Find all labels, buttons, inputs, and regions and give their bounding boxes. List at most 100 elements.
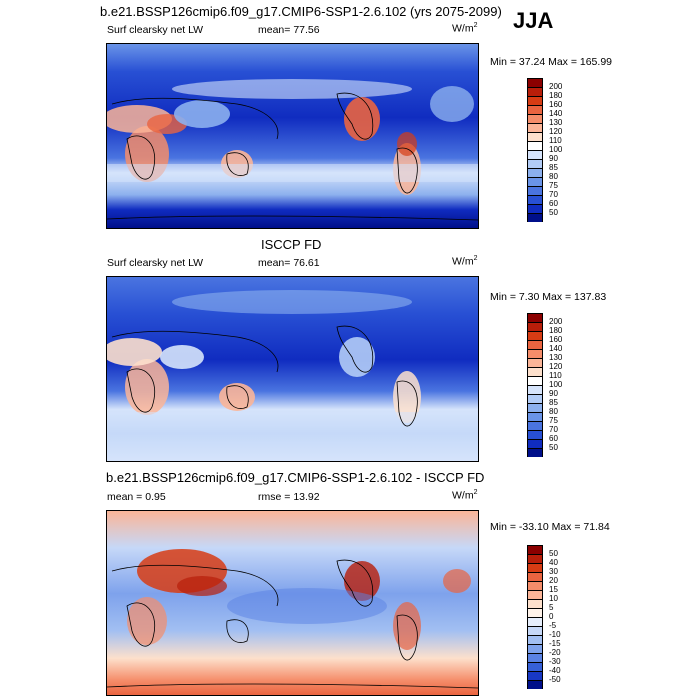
colorbar-tick-label: 100	[549, 145, 563, 154]
colorbar-swatch	[527, 626, 543, 635]
colorbar-swatch	[527, 123, 543, 132]
panel-1-stat-label: mean=	[258, 24, 291, 36]
colorbar-tick-label: 0	[549, 612, 554, 621]
colorbar-swatch	[527, 367, 543, 376]
colorbar-swatch	[527, 680, 543, 689]
colorbar-tick-label: 20	[549, 576, 558, 585]
panel-3-stat-label: rmse =	[258, 491, 291, 503]
colorbar-tick-label: -15	[549, 639, 561, 648]
colorbar-swatch	[527, 617, 543, 626]
panel-3-units-base: W/m	[452, 489, 474, 502]
panel-2-units: W/m2	[452, 255, 477, 268]
colorbar-tick-label: 140	[549, 344, 563, 353]
panel-2-colorbar: 200 180 160 140 130 120 110 100 90 85 80 75 70 60 50	[527, 313, 562, 457]
colorbar-swatch	[527, 150, 543, 159]
colorbar-tick-label: 180	[549, 91, 563, 100]
colorbar-swatch	[527, 159, 543, 168]
colorbar-tick-label: 180	[549, 326, 563, 335]
colorbar-swatch	[527, 403, 543, 412]
colorbar-swatch	[527, 421, 543, 430]
panel-2-title: ISCCP FD	[261, 237, 322, 252]
colorbar-tick-label: 85	[549, 398, 558, 407]
panel-1-map	[106, 43, 479, 229]
colorbar-swatch	[527, 204, 543, 213]
colorbar-tick-label: 140	[549, 109, 563, 118]
colorbar-tick-label: 10	[549, 594, 558, 603]
colorbar-tick-label: 75	[549, 181, 558, 190]
colorbar-swatch	[527, 662, 543, 671]
colorbar-swatch	[527, 412, 543, 421]
colorbar-tick-label: 160	[549, 335, 563, 344]
colorbar-tick-label: 100	[549, 380, 563, 389]
colorbar-tick-label: 110	[549, 371, 562, 380]
colorbar-swatch	[527, 358, 543, 367]
colorbar-tick-label: 130	[549, 353, 563, 362]
colorbar-swatch	[527, 331, 543, 340]
colorbar-tick-label: 110	[549, 136, 562, 145]
colorbar-tick-label: 80	[549, 407, 558, 416]
colorbar-swatch	[527, 581, 543, 590]
colorbar-tick-label: -20	[549, 648, 561, 657]
colorbar-swatch	[527, 430, 543, 439]
panel-2-units-base: W/m	[452, 255, 474, 268]
panel-1-colorbar: 200 180 160 140 130 120 110 100 90 85 80 75 70 60 50	[527, 78, 562, 222]
colorbar-swatch	[527, 563, 543, 572]
panel-3-map-field	[107, 511, 478, 695]
panel-2-stat-label: mean=	[258, 257, 291, 269]
panel-2-units-sup: 2	[473, 255, 478, 262]
colorbar-tick-label: 85	[549, 163, 558, 172]
colorbar-swatch	[527, 385, 543, 394]
panel-2-variable: Surf clearsky net LW	[107, 257, 204, 269]
panel-2-minmax: Min = 7.30 Max = 137.83	[490, 291, 607, 303]
colorbar-swatch	[527, 554, 543, 563]
colorbar-tick-label: -30	[549, 657, 561, 666]
colorbar-tick-label: 160	[549, 100, 563, 109]
panel-3-stat-value: 13.92	[293, 491, 320, 503]
colorbar-swatch	[527, 448, 543, 457]
colorbar-swatch	[527, 590, 543, 599]
colorbar-tick-label: 60	[549, 199, 558, 208]
colorbar-swatch	[527, 671, 543, 680]
colorbar-tick-label: 200	[549, 317, 563, 326]
season-label: JJA	[513, 8, 554, 33]
colorbar-tick-label: 200	[549, 82, 563, 91]
panel-2-stat: mean= 76.61	[258, 257, 320, 269]
panel-3-minmax: Min = -33.10 Max = 71.84	[490, 521, 610, 533]
panel-1-stat: mean= 77.56	[258, 24, 320, 36]
colorbar-tick-label: 120	[549, 127, 563, 136]
colorbar-tick-label: 5	[549, 603, 554, 612]
colorbar-swatch	[527, 96, 543, 105]
colorbar-tick-label: 80	[549, 172, 558, 181]
colorbar-swatch	[527, 644, 543, 653]
colorbar-tick-label: -10	[549, 630, 561, 639]
colorbar-swatch	[527, 168, 543, 177]
colorbar-swatch	[527, 394, 543, 403]
colorbar-swatch	[527, 608, 543, 617]
panel-1-units-base: W/m	[452, 22, 474, 35]
panel-3-units: W/m2	[452, 489, 477, 502]
colorbar-tick-label: 50	[549, 208, 558, 217]
colorbar-swatch	[527, 87, 543, 96]
colorbar-tick-label: 130	[549, 118, 563, 127]
colorbar-swatch	[527, 322, 543, 331]
panel-1-variable: Surf clearsky net LW	[107, 24, 204, 36]
colorbar-swatch	[527, 78, 543, 87]
panel-3-colorbar: 50 40 30 20 15 10 5 0 -5 -10 -15 -20 -30 -40 -50	[527, 545, 561, 689]
colorbar-tick-label: 90	[549, 389, 558, 398]
colorbar-swatch	[527, 177, 543, 186]
colorbar-swatch	[527, 572, 543, 581]
panel-2-map-field	[107, 277, 478, 461]
panel-3-title: b.e21.BSSP126cmip6.f09_g17.CMIP6-SSP1-2.…	[106, 470, 485, 485]
colorbar-swatch	[527, 132, 543, 141]
colorbar-tick-label: 120	[549, 362, 563, 371]
panel-1-stat-value: 77.56	[293, 24, 320, 36]
colorbar-swatch	[527, 213, 543, 222]
panel-1-units-sup: 2	[473, 22, 478, 29]
colorbar-tick-label: 50	[549, 443, 558, 452]
colorbar-tick-label: 50	[549, 549, 558, 558]
panel-1-title: b.e21.BSSP126cmip6.f09_g17.CMIP6-SSP1-2.…	[100, 4, 502, 19]
panel-3-map	[106, 510, 479, 696]
colorbar-swatch	[527, 635, 543, 644]
colorbar-swatch	[527, 599, 543, 608]
panel-3-mean: mean = 0.95	[107, 491, 166, 503]
